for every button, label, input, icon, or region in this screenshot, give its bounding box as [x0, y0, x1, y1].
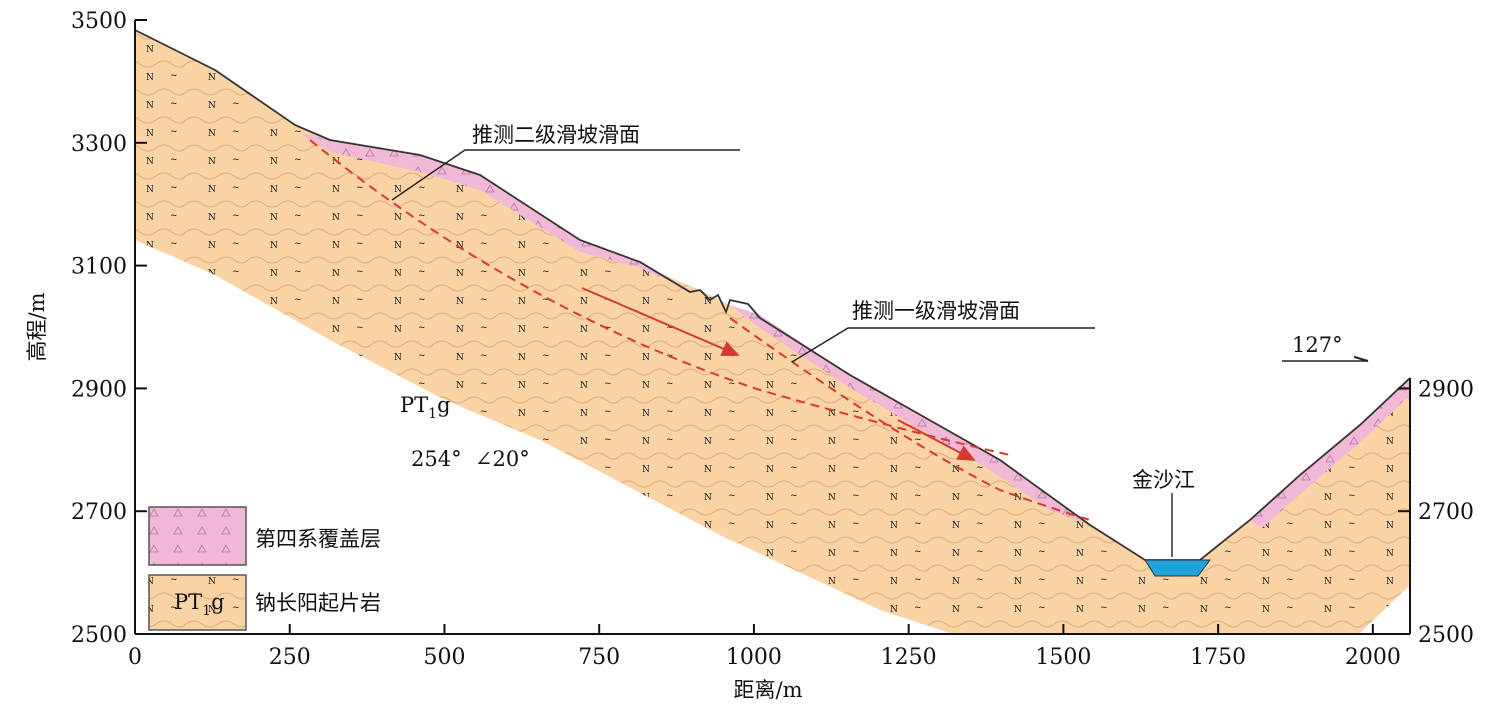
x-tick-label: 2000 [1345, 645, 1401, 670]
attitude-label: 254° ∠20° [411, 447, 530, 471]
movement-arrow-lower [897, 419, 976, 461]
y-tick-label-right: 2900 [1418, 377, 1474, 402]
legend-rock-tail: g [211, 590, 224, 614]
cover-layer-right [1250, 378, 1410, 528]
x-tick-label: 1250 [881, 645, 937, 670]
y-tick-label-left: 2500 [71, 623, 127, 648]
legend-swatch-rock [148, 574, 247, 631]
x-axis-label: 距离/m [734, 678, 803, 702]
y-axis-label: 高程/m [25, 292, 49, 361]
y-tick-label-left: 2900 [71, 377, 127, 402]
x-tick-label: 250 [269, 645, 311, 670]
y-tick-label-right: 2700 [1418, 500, 1474, 525]
y-tick-label-left: 2700 [71, 500, 127, 525]
legend-label-cover: 第四系覆盖层 [255, 527, 381, 551]
slip1-leader [791, 327, 1095, 363]
y-tick-label-left: 3500 [71, 9, 127, 34]
cover-layer-middle [730, 305, 1090, 525]
x-tick-label: 1500 [1035, 645, 1091, 670]
movement-arrow-upper [581, 287, 740, 357]
y-tick-label-left: 3300 [71, 132, 127, 157]
cover-layer-upper [300, 133, 690, 290]
river-label: 金沙江 [1132, 468, 1195, 492]
formation-tail: g [437, 393, 450, 417]
legend-label-rock: 钠长阳起片岩 [255, 591, 381, 615]
x-tick-label: 500 [423, 645, 465, 670]
legend-swatch-rock-symbol: PT1g [174, 590, 225, 619]
x-tick-label: 0 [128, 645, 142, 670]
x-tick-label: 1750 [1190, 645, 1246, 670]
formation-label: PT1g [400, 393, 451, 422]
x-tick-label: 1000 [726, 645, 782, 670]
legend-rock-sub: 1 [202, 603, 211, 619]
slip1-label: 推测一级滑坡滑面 [852, 299, 1020, 323]
formation-sub: 1 [428, 406, 437, 422]
legend-rock-main: PT [174, 590, 202, 614]
slip2-leader [391, 149, 740, 201]
y-tick-label-left: 3100 [71, 255, 127, 280]
formation-main: PT [400, 393, 428, 417]
y-tick-label-right: 2500 [1418, 623, 1474, 648]
slip2-label: 推测二级滑坡滑面 [472, 123, 640, 147]
legend-swatch-cover [148, 506, 247, 566]
legend: 第四系覆盖层 PT1g 钠长阳起片岩 [148, 506, 381, 631]
tick-group: 0 250 500 750 1000 1250 1500 1750 2000 2500 2700 29… [71, 9, 1474, 670]
river-water [1144, 559, 1211, 577]
x-tick-label: 750 [578, 645, 620, 670]
axes [134, 20, 1411, 635]
slip-surface-primary [729, 317, 1091, 521]
direction-label: 127° [1292, 333, 1343, 357]
slip-surface-secondary [309, 139, 1011, 456]
